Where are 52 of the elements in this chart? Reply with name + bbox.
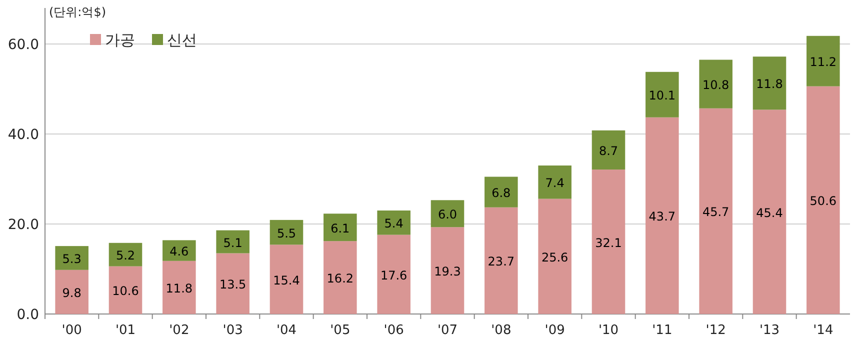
x-tick-label: '00 [62,323,82,338]
x-tick-label: '02 [169,323,190,338]
x-tick-label: '01 [115,323,136,338]
y-tick-label: 40.0 [8,127,39,143]
x-tick-label: '13 [759,323,780,338]
data-label: 23.7 [488,254,515,269]
data-label: 10.8 [702,78,730,92]
y-tick-label: 20.0 [8,217,39,233]
x-tick-label: '09 [544,323,565,338]
data-label: 10.6 [112,284,139,298]
data-label: 7.4 [545,176,564,190]
x-tick-label: '03 [222,323,243,338]
annotation: (단위:억$) [49,5,106,19]
x-tick-label: '05 [330,323,350,338]
data-label: 43.7 [648,210,676,224]
x-tick-label: '14 [813,323,834,338]
y-tick-label: 0.0 [16,307,39,323]
data-label: 5.2 [116,248,136,263]
x-tick-label: '12 [706,323,726,338]
data-label: 4.6 [170,244,189,259]
data-label: 32.1 [595,236,622,250]
legend-label: 신선 [167,31,197,49]
data-label: 6.0 [438,208,458,222]
data-label: 11.8 [166,281,193,296]
data-label: 5.1 [223,236,242,250]
data-label: 9.8 [62,286,82,300]
data-label: 5.5 [276,226,296,240]
data-label: 17.6 [380,268,408,282]
data-label: 15.4 [273,273,300,288]
data-label: 6.1 [330,221,350,236]
data-label: 25.6 [541,250,568,264]
x-tick-label: '08 [491,323,512,338]
x-tick-label: '10 [598,323,619,338]
data-label: 16.2 [326,272,354,286]
data-label: 10.1 [648,88,676,103]
data-label: 13.5 [219,278,246,292]
x-tick-label: '06 [384,323,404,338]
x-tick-label: '11 [652,323,672,338]
y-tick-label: 60.0 [8,37,39,53]
data-label: 6.8 [492,186,511,200]
legend-label: 가공 [105,31,135,49]
data-label: 5.3 [62,252,82,266]
data-label: 11.2 [810,55,837,70]
x-tick-label: '07 [437,323,458,338]
x-tick-label: '04 [276,323,297,338]
data-label: 19.3 [434,264,461,279]
data-label: 8.7 [598,144,618,158]
data-label: 5.4 [384,216,404,231]
data-label: 45.7 [702,205,730,220]
data-label: 50.6 [810,194,837,208]
data-label: 45.4 [756,206,783,220]
data-label: 11.8 [756,77,783,92]
